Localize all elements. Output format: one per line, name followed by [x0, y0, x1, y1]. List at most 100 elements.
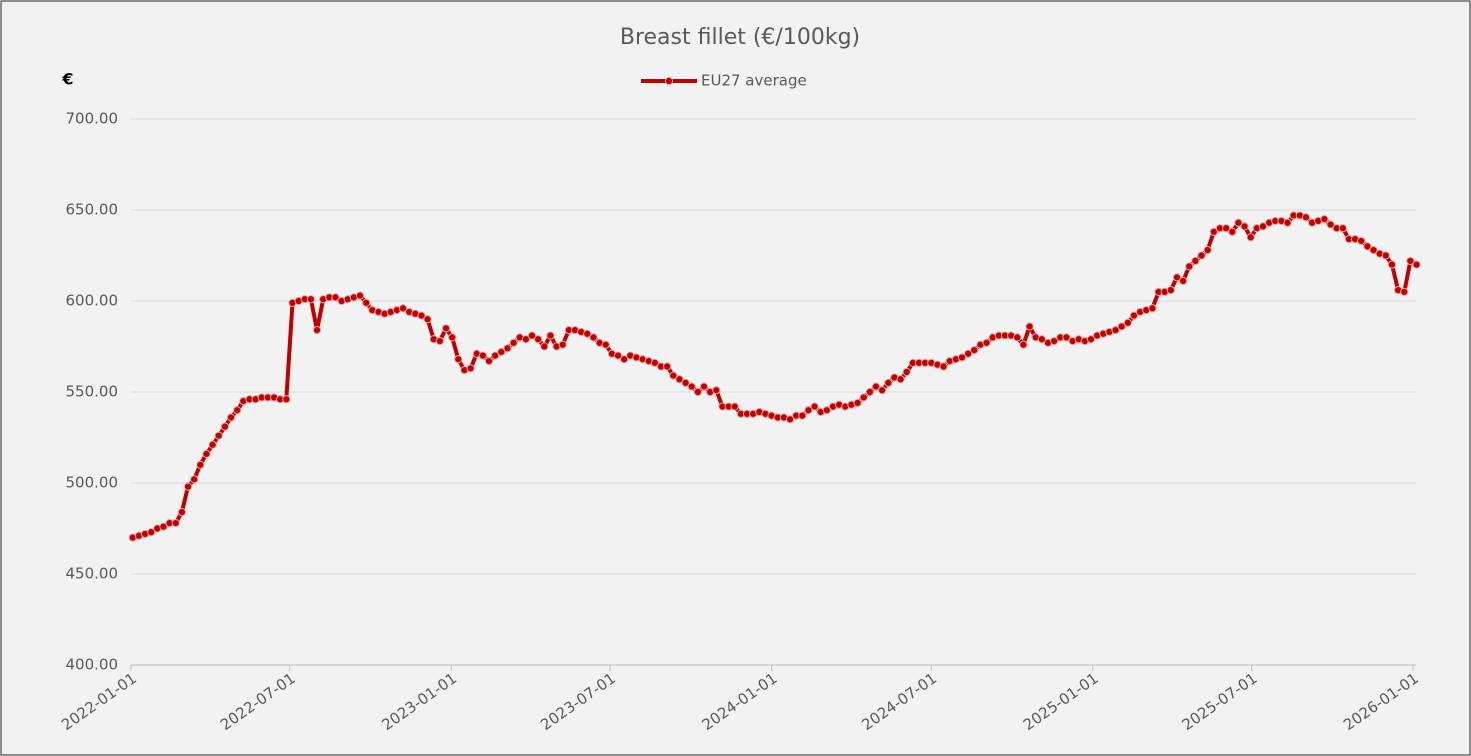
data-point [1338, 224, 1347, 233]
data-point [355, 291, 365, 300]
data-point [1185, 262, 1194, 271]
data-point [620, 355, 629, 364]
data-point [853, 398, 862, 408]
data-point [491, 351, 500, 360]
data-point [785, 415, 795, 424]
data-point [699, 382, 709, 391]
data-point [546, 331, 555, 340]
data-point [214, 431, 223, 440]
data-point [681, 378, 690, 387]
data-point [1381, 251, 1390, 260]
data-point [497, 347, 506, 357]
data-point [663, 362, 672, 371]
legend-label: EU27 average [701, 72, 807, 90]
data-point [196, 460, 205, 469]
y-axis-label: € [61, 70, 73, 89]
data-point [202, 449, 211, 458]
data-point [190, 475, 199, 484]
data-point [1203, 245, 1212, 255]
data-point [312, 326, 322, 335]
data-point [871, 382, 881, 391]
y-tick-label: 600.00 [66, 292, 119, 310]
data-point [478, 351, 487, 360]
data-point [1025, 322, 1034, 331]
data-point [810, 402, 819, 411]
data-point [1326, 220, 1335, 229]
data-point [1086, 335, 1096, 344]
data-point [147, 528, 156, 537]
data-point [884, 378, 893, 387]
data-point [435, 336, 444, 346]
data-point [583, 329, 592, 338]
data-point [423, 315, 432, 324]
data-point [1013, 333, 1022, 342]
data-point [964, 349, 973, 358]
data-point [454, 355, 463, 364]
data-point [822, 406, 831, 415]
data-point [509, 338, 518, 347]
data-point [1240, 222, 1249, 231]
data-point [534, 335, 543, 344]
data-point [398, 304, 408, 313]
data-point [1172, 273, 1182, 282]
data-point [1369, 245, 1378, 255]
data-point [865, 387, 874, 397]
data-point [1222, 224, 1231, 233]
data-point [208, 440, 217, 449]
data-point [1117, 322, 1126, 331]
data-point [331, 293, 340, 302]
y-tick-label: 650.00 [66, 201, 119, 219]
data-point [484, 356, 494, 366]
data-point [503, 344, 512, 353]
data-point [1197, 251, 1206, 260]
data-point [1412, 260, 1421, 269]
data-point [1387, 260, 1397, 269]
data-point [362, 298, 371, 307]
data-point [1209, 227, 1218, 236]
y-tick-label: 400.00 [66, 656, 119, 674]
data-point [1301, 213, 1311, 222]
data-point [1406, 256, 1415, 266]
data-point [1037, 335, 1046, 344]
data-point [687, 382, 696, 391]
data-point [1019, 340, 1028, 349]
data-point [1179, 276, 1188, 286]
data-point [1228, 227, 1237, 236]
data-point [1246, 233, 1255, 242]
y-tick-label: 700.00 [66, 110, 119, 128]
data-point [957, 353, 967, 362]
data-point [1129, 311, 1139, 320]
data-point [1166, 285, 1175, 295]
data-point [558, 340, 567, 349]
y-tick-label: 500.00 [66, 474, 119, 492]
data-point [233, 406, 242, 415]
data-point [798, 411, 807, 420]
data-point [859, 393, 868, 402]
data-point [1363, 242, 1372, 251]
data-point [669, 371, 678, 380]
data-point [712, 386, 721, 395]
data-point [1111, 326, 1120, 335]
data-point [1123, 318, 1132, 327]
data-point [1357, 236, 1366, 246]
data-point [521, 335, 530, 344]
data-point [220, 422, 229, 431]
data-point [1191, 256, 1200, 266]
data-point [896, 375, 905, 384]
data-point [1400, 287, 1409, 296]
data-point [982, 338, 991, 347]
data-point [466, 364, 475, 373]
data-point [448, 333, 457, 342]
data-point [159, 522, 168, 531]
data-point [171, 518, 180, 528]
data-point [226, 413, 236, 422]
data-point [1148, 304, 1157, 313]
data-point [970, 346, 979, 355]
data-point [650, 358, 659, 367]
data-point [878, 386, 887, 395]
data-point [282, 395, 291, 404]
chart-title: Breast fillet (€/100kg) [620, 25, 860, 50]
data-point [1320, 215, 1329, 224]
